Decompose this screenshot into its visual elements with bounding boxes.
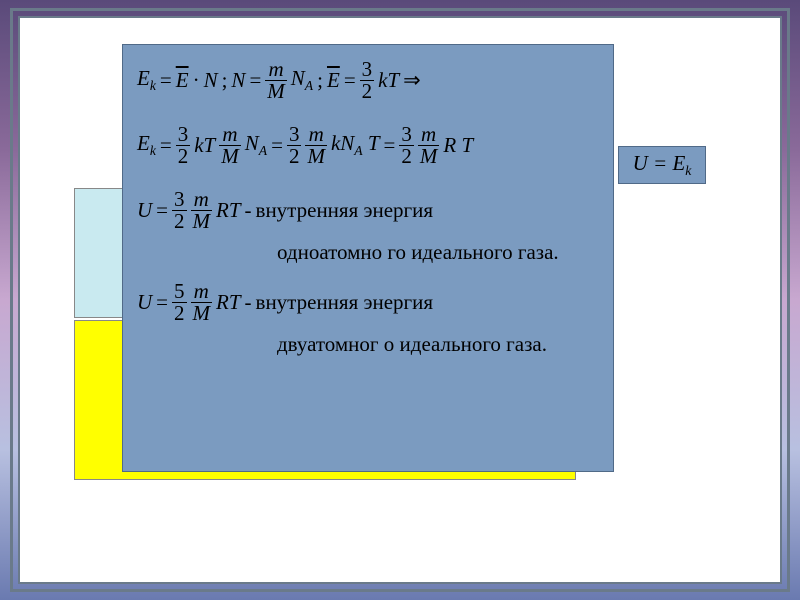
l1-NA-sub: A bbox=[305, 78, 313, 93]
l4-RT: RT bbox=[216, 292, 241, 313]
l2-eq: = bbox=[160, 135, 172, 156]
l1-eq: = bbox=[160, 70, 172, 91]
slide-content: U = Ek Ek = E · N ; N = mM NA ; E bbox=[20, 18, 780, 582]
l2-kT: kT bbox=[194, 135, 215, 156]
l1-eq2: = bbox=[249, 70, 261, 91]
formula-line-2: Ek = 32 kT mM NA = 32 mM kNA T = 32 mM R… bbox=[137, 124, 597, 167]
l4-f2: mM bbox=[191, 281, 213, 324]
l2-f6: mM bbox=[418, 124, 440, 167]
l3-f2: mM bbox=[191, 189, 213, 232]
l3-eq: = bbox=[156, 200, 168, 221]
l1-Ebar: E bbox=[176, 70, 189, 91]
l1-frac-32: 32 bbox=[360, 59, 375, 102]
l2-kN-sub: A bbox=[354, 143, 362, 158]
formula-line-3b: одноатомно го идеального газа. bbox=[137, 242, 597, 263]
l2-NA: N bbox=[245, 131, 259, 155]
l3-RT: RT bbox=[216, 200, 241, 221]
l2-eq3: = bbox=[384, 135, 396, 156]
l2-f3: 32 bbox=[287, 124, 302, 167]
side-equation-box: U = Ek bbox=[618, 146, 706, 184]
l3-U: U bbox=[137, 200, 152, 221]
side-sub: k bbox=[685, 163, 691, 178]
l3-f1: 32 bbox=[172, 189, 187, 232]
formula-line-4: U = 52 mM RT - внутренняя энергия bbox=[137, 281, 597, 324]
l1-N: N bbox=[204, 70, 218, 91]
l2-Ek-sub: k bbox=[150, 143, 156, 158]
l1-semi2: ; bbox=[317, 70, 323, 91]
formula-box: Ek = E · N ; N = mM NA ; E = 32 kT ⇒ bbox=[122, 44, 614, 472]
l2-RT: R T bbox=[443, 135, 473, 156]
l4-f1: 52 bbox=[172, 281, 187, 324]
l1-Ek: E bbox=[137, 66, 150, 90]
l1-frac-mM: mM bbox=[265, 59, 287, 102]
l2-f1: 32 bbox=[176, 124, 191, 167]
l2-kN: kN bbox=[331, 131, 354, 155]
l1-eq3: = bbox=[344, 70, 356, 91]
l4-U: U bbox=[137, 292, 152, 313]
l2-NA-sub: A bbox=[259, 143, 267, 158]
l4-text2: двуатомног о идеального газа. bbox=[277, 334, 547, 355]
formula-line-4b: двуатомног о идеального газа. bbox=[137, 334, 597, 355]
l2-f5: 32 bbox=[399, 124, 414, 167]
l2-f4: mM bbox=[305, 124, 327, 167]
outer-frame: U = Ek Ek = E · N ; N = mM NA ; E bbox=[10, 8, 790, 592]
l1-Ek-sub: k bbox=[150, 78, 156, 93]
l2-T: T bbox=[363, 131, 380, 155]
l1-Ebar2: E bbox=[327, 70, 340, 91]
l3-text2: одноатомно го идеального газа. bbox=[277, 242, 559, 263]
side-U: U = E bbox=[633, 151, 686, 175]
formula-line-1: Ek = E · N ; N = mM NA ; E = 32 kT ⇒ bbox=[137, 59, 597, 102]
l1-N2: N bbox=[231, 70, 245, 91]
l2-f2: mM bbox=[219, 124, 241, 167]
l1-arrow: ⇒ bbox=[403, 70, 421, 91]
l4-eq: = bbox=[156, 292, 168, 313]
l3-dash: - bbox=[245, 200, 252, 221]
l4-text1: внутренняя энергия bbox=[256, 292, 434, 313]
l1-NA: N bbox=[291, 66, 305, 90]
inner-frame: U = Ek Ek = E · N ; N = mM NA ; E bbox=[18, 16, 782, 584]
l1-kT: kT bbox=[378, 70, 399, 91]
l2-Ek: E bbox=[137, 131, 150, 155]
l4-dash: - bbox=[245, 292, 252, 313]
formula-line-3: U = 32 mM RT - внутренняя энергия bbox=[137, 189, 597, 232]
l1-semi: ; bbox=[222, 70, 228, 91]
l1-dot: · bbox=[193, 70, 200, 91]
l2-eq2: = bbox=[271, 135, 283, 156]
l3-text1: внутренняя энергия bbox=[256, 200, 434, 221]
